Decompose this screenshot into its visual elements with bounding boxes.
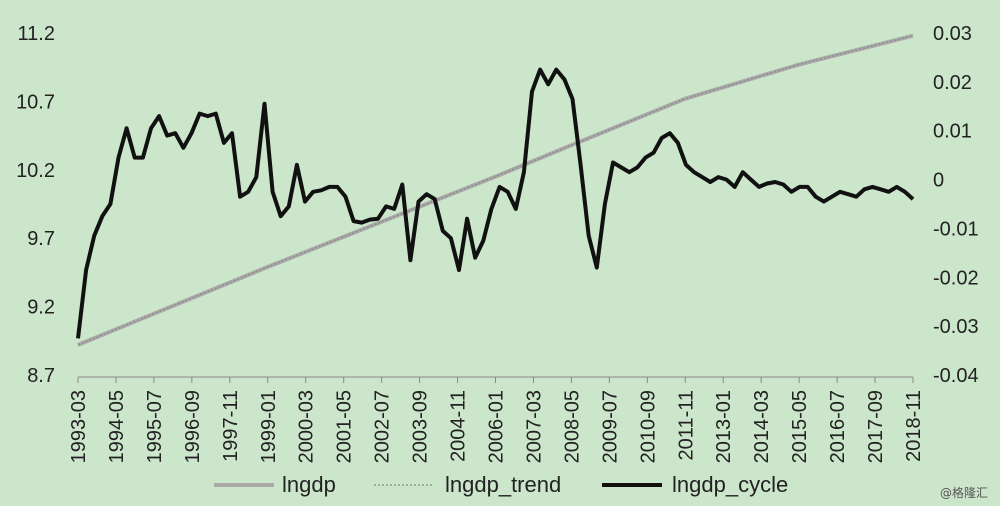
right-tick-label: 0 — [933, 170, 944, 192]
x-tick-label: 2009-07 — [599, 390, 621, 463]
x-tick-label: 2018-11 — [903, 390, 925, 462]
x-tick-label: 1995-07 — [144, 390, 166, 463]
left-tick-label: 8.7 — [27, 365, 55, 387]
x-axis: 1993-03 1994-05 1995-07 1996-09 1997-11 1999-… — [68, 376, 925, 463]
x-tick-label: 2008-05 — [561, 390, 583, 463]
x-tick-label: 1996-09 — [182, 390, 204, 463]
legend-label-lngdp-cycle: lngdp_cycle — [672, 472, 788, 497]
x-tick-label: 2017-09 — [865, 390, 887, 463]
x-tick-label: 1997-11 — [220, 390, 242, 462]
right-tick-label: 0.02 — [933, 72, 972, 94]
x-tick-label: 2010-09 — [637, 390, 659, 463]
x-tick-label: 2016-07 — [827, 390, 849, 463]
right-tick-label: 0.01 — [933, 121, 972, 143]
series-line-lngdp-cycle — [76, 67, 915, 339]
x-tick-label: 1993-03 — [68, 390, 90, 463]
x-tick-label: 1994-05 — [106, 390, 128, 463]
right-tick-label: -0.01 — [933, 218, 979, 240]
right-tick-label: -0.03 — [933, 316, 979, 338]
series-line-lngdp-trend — [77, 35, 914, 346]
left-tick-label: 11.2 — [18, 23, 55, 45]
x-tick-label: 2001-05 — [334, 390, 356, 463]
right-tick-label: -0.04 — [933, 365, 979, 387]
x-tick-label: 2000-03 — [296, 390, 318, 463]
x-tick-label: 2006-01 — [486, 390, 508, 463]
watermark: @格隆汇 — [940, 485, 988, 500]
legend-label-lngdp-trend: lngdp_trend — [445, 472, 561, 497]
left-tick-label: 9.2 — [27, 297, 55, 319]
right-tick-label: 0.03 — [933, 23, 972, 45]
legend: lngdp lngdp_trend lngdp_cycle — [214, 472, 788, 497]
right-axis: -0.04 -0.03 -0.02 -0.01 0 0.01 0.02 0.03 — [933, 23, 979, 387]
x-tick-label: 2002-07 — [372, 390, 394, 463]
x-tick-label: 2011-11 — [675, 390, 697, 460]
x-tick-label: 2013-01 — [713, 390, 735, 463]
x-tick-label: 2003-09 — [410, 390, 432, 463]
plot-area — [76, 33, 915, 347]
left-axis: 8.7 9.2 9.7 10.2 10.7 11.2 — [16, 23, 55, 387]
x-tick-label: 1999-01 — [258, 390, 280, 463]
x-tick-label: 2015-05 — [789, 390, 811, 463]
left-tick-label: 10.7 — [16, 91, 55, 113]
x-tick-label: 2004-11 — [448, 390, 470, 462]
left-tick-label: 10.2 — [16, 160, 55, 182]
left-tick-label: 9.7 — [27, 228, 55, 250]
legend-label-lngdp: lngdp — [282, 472, 336, 497]
x-tick-label: 2014-03 — [751, 390, 773, 463]
x-tick-label: 2007-03 — [523, 390, 545, 463]
right-tick-label: -0.02 — [933, 267, 979, 289]
